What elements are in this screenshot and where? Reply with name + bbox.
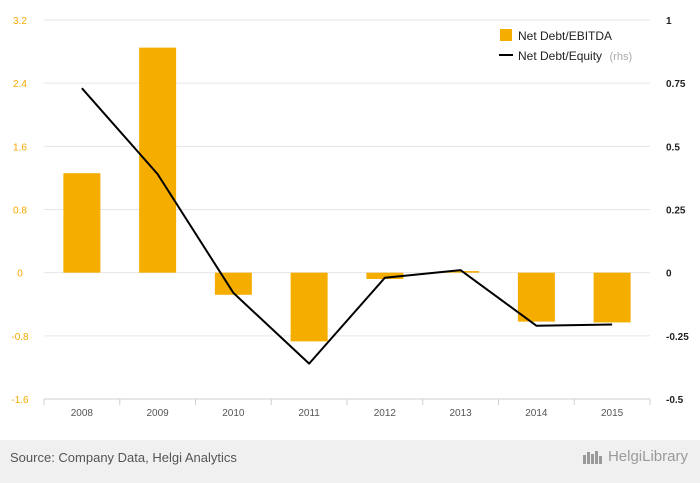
x-tick-label: 2015 [601,408,624,419]
bar-2008 [63,173,101,273]
x-tick-label: 2010 [222,408,245,419]
bar-2012 [366,272,404,279]
y-right-tick-label: 0.5 [666,142,680,153]
gridlines [44,19,650,400]
y-right-tick-label: -0.25 [666,332,689,343]
chart: 2008 2009 2010 2011 2012 2013 2014 2015 3.2 2.4 1… [11,16,689,419]
y-axis-right: 1 0.75 0.5 0.25 0 -0.25 -0.5 [666,16,689,406]
legend-line-text: Net Debt/Equity (rhs) [518,47,632,64]
y-right-tick-label: 0 [666,269,672,280]
library-icon [582,450,602,464]
x-tick-label: 2011 [298,408,320,419]
legend-bar-label: Net Debt/EBITDA [518,29,612,43]
bar-series [63,47,631,342]
y-left-tick-label: -0.8 [11,332,29,343]
bar-2014 [517,272,555,322]
legend-bar-swatch [500,29,512,41]
y-left-tick-label: -1.6 [11,395,29,406]
y-left-tick-label: 0 [17,269,23,280]
chart-area: 2008 2009 2010 2011 2012 2013 2014 2015 3.2 2.4 1… [0,0,700,440]
source-note: Source: Company Data, Helgi Analytics [10,450,237,465]
x-tick-label: 2012 [374,408,397,419]
legend-line-note: (rhs) [610,51,633,63]
x-axis: 2008 2009 2010 2011 2012 2013 2014 2015 [43,398,651,419]
y-left-tick-label: 2.4 [13,79,27,90]
y-right-tick-label: 1 [666,16,672,27]
bar-2013 [442,271,480,273]
x-tick-label: 2009 [147,408,170,419]
y-right-tick-label: -0.5 [666,395,684,406]
line-net-debt-equity [81,87,613,365]
y-axis-left: 3.2 2.4 1.6 0.8 0 -0.8 -1.6 [11,16,29,406]
x-tick-label: 2008 [71,408,94,419]
legend-line-label: Net Debt/Equity [518,49,602,63]
brand-name: HelgiLibrary [607,448,688,465]
x-tick-label: 2014 [525,408,548,419]
y-right-tick-label: 0.75 [666,79,686,90]
x-tick-label: 2013 [450,408,473,419]
bar-2011 [290,272,328,342]
y-left-tick-label: 3.2 [13,16,27,27]
y-right-tick-label: 0.25 [666,206,686,217]
line-series [81,87,613,365]
brand-logo: HelgiLibrary [582,448,688,465]
y-left-tick-label: 0.8 [13,206,27,217]
y-left-tick-label: 1.6 [13,142,27,153]
bar-2015 [593,272,631,323]
legend: Net Debt/EBITDA Net Debt/Equity (rhs) [499,29,632,64]
